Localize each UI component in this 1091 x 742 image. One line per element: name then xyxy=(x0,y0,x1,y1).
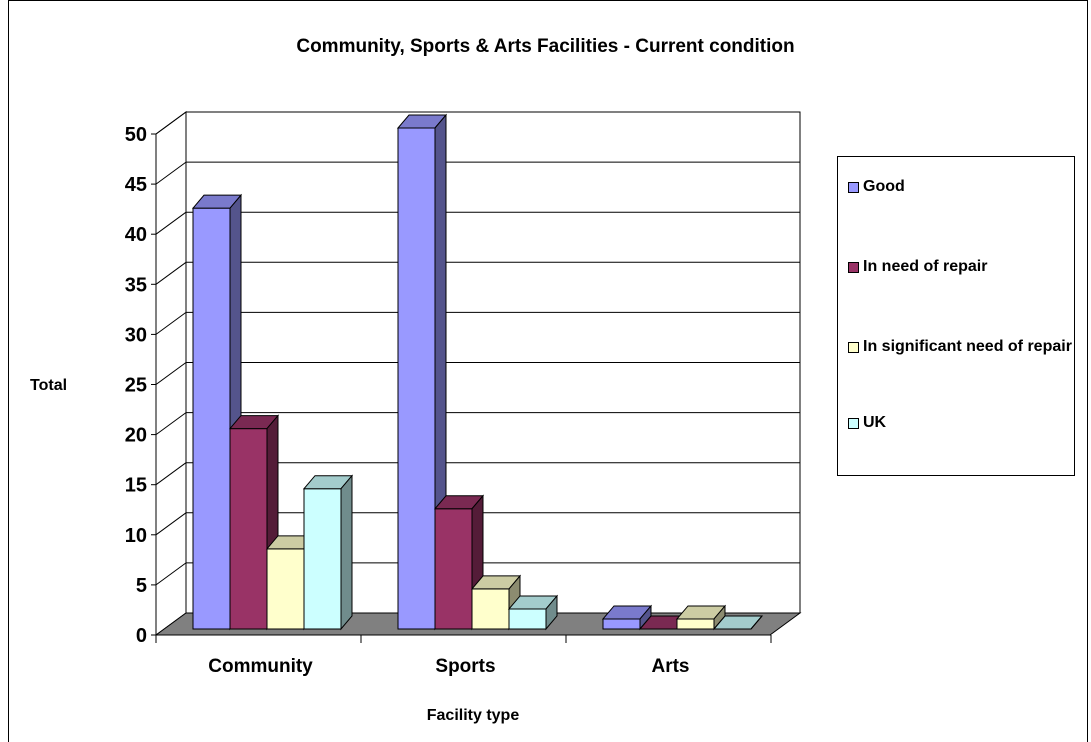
bar-side xyxy=(340,474,353,631)
legend-item-uk: UK xyxy=(848,413,1073,433)
y-tick-label: 50 xyxy=(125,124,147,146)
legend-swatch-good xyxy=(848,182,859,193)
legend: Good In need of repair In significant ne… xyxy=(837,156,1075,476)
gridline-side xyxy=(155,562,187,586)
gridline-side xyxy=(155,211,187,235)
gridline-side xyxy=(155,311,187,335)
legend-label-in-need-of-repair: In need of repair xyxy=(863,258,988,275)
bar-front xyxy=(434,508,473,630)
bar-front xyxy=(508,608,547,630)
gridline-side xyxy=(155,161,187,185)
legend-swatch-in-significant-need xyxy=(848,342,859,353)
bar-side xyxy=(545,594,558,631)
x-tick-label: Sports xyxy=(435,656,495,677)
y-tick-label: 0 xyxy=(136,625,147,647)
legend-item-good: Good xyxy=(848,177,1073,197)
y-tick-label: 20 xyxy=(125,425,147,447)
legend-label-good: Good xyxy=(863,178,905,195)
y-tick-label: 5 xyxy=(136,575,147,597)
bar-front xyxy=(397,127,436,630)
legend-swatch-in-need-of-repair xyxy=(848,262,859,273)
y-tick-label: 30 xyxy=(125,324,147,346)
y-tick-label: 35 xyxy=(125,274,147,296)
legend-label-uk: UK xyxy=(863,414,887,431)
gridline-side xyxy=(155,111,187,135)
bar-front xyxy=(229,428,268,630)
y-tick-label: 45 xyxy=(125,174,147,196)
y-tick-label: 10 xyxy=(125,525,147,547)
bar-front xyxy=(266,548,305,630)
bar-front xyxy=(676,618,715,630)
bar-front xyxy=(602,618,641,630)
x-tick-label: Community xyxy=(208,656,313,677)
x-tick-label: Arts xyxy=(651,656,689,677)
gridline-side xyxy=(155,462,187,486)
legend-label-in-significant-need: In significant need of repair xyxy=(863,338,1072,355)
bar-front xyxy=(303,488,342,630)
x-axis-label: Facility type xyxy=(426,707,520,724)
legend-item-in-need-of-repair: In need of repair xyxy=(848,257,1073,277)
gridline-side xyxy=(155,362,187,385)
bar-front xyxy=(192,207,231,630)
gridline-side xyxy=(155,512,187,536)
y-axis-label: Total xyxy=(30,377,68,394)
y-tick-label: 25 xyxy=(125,375,147,397)
y-tick-label: 15 xyxy=(125,475,147,497)
chart-title: Community, Sports & Arts Facilities - Cu… xyxy=(296,36,795,57)
y-tick-label: 40 xyxy=(125,224,147,246)
legend-swatch-uk xyxy=(848,418,859,429)
gridline-side xyxy=(155,412,187,436)
bar-front xyxy=(471,588,510,630)
legend-item-in-significant-need: In significant need of repair xyxy=(848,337,1073,357)
bar-side xyxy=(750,615,763,630)
gridline-side xyxy=(155,261,187,285)
